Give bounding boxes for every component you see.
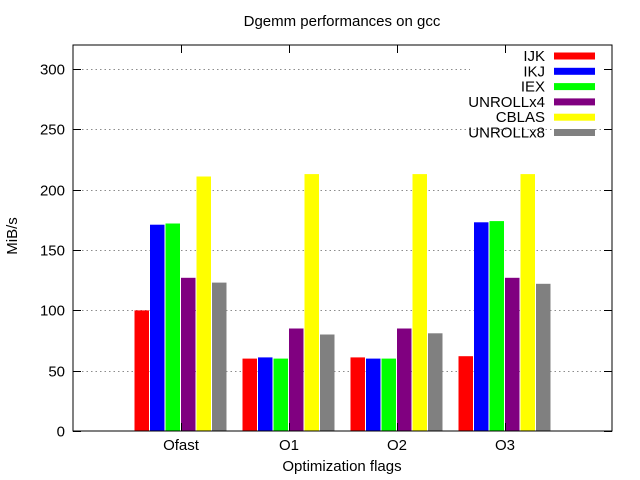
bar-unrollx8-o1: [320, 334, 335, 431]
y-tick-label-250: 250: [40, 122, 65, 139]
y-tick-label-0: 0: [57, 424, 65, 441]
bar-cblas-o1: [304, 174, 319, 431]
legend-label-cblas: CBLAS: [496, 109, 545, 126]
bar-cblas-o2: [412, 174, 427, 431]
x-tick-label-o2: O2: [387, 437, 407, 454]
x-tick-label-o3: O3: [495, 437, 515, 454]
legend-label-ikj: IKJ: [523, 63, 545, 80]
bar-cblas-o3: [520, 174, 535, 431]
bar-unrollx8-ofast: [212, 282, 227, 431]
bar-ikj-ofast: [150, 224, 165, 431]
bar-ikj-o3: [474, 222, 489, 431]
bar-ikj-o1: [258, 357, 273, 431]
bar-ijk-o2: [350, 357, 365, 431]
legend-swatch-unrollx8: [554, 129, 595, 136]
bar-iex-o3: [489, 221, 504, 431]
x-axis-label: Optimization flags: [282, 458, 401, 475]
bar-cblas-ofast: [196, 176, 211, 431]
bar-unrollx4-o2: [397, 328, 412, 431]
y-tick-label-150: 150: [40, 243, 65, 260]
bar-ikj-o2: [366, 358, 381, 431]
legend-swatch-cblas: [554, 113, 595, 121]
bar-ijk-ofast: [134, 310, 149, 431]
bar-iex-o2: [381, 358, 396, 431]
legend-label-unrollx8: UNROLLx8: [468, 125, 545, 142]
bar-ijk-o3: [458, 356, 473, 431]
legend-swatch-iex: [554, 83, 595, 91]
bar-ijk-o1: [242, 358, 257, 431]
y-tick-label-300: 300: [40, 62, 65, 79]
legend-label-iex: IEX: [521, 79, 545, 96]
bar-iex-o1: [273, 358, 288, 431]
bar-unrollx8-o3: [536, 283, 551, 431]
bar-unrollx4-ofast: [181, 277, 196, 431]
chart-title: Dgemm performances on gcc: [244, 13, 441, 30]
y-tick-label-200: 200: [40, 183, 65, 200]
grid-lines: [73, 69, 612, 372]
bar-unrollx4-o3: [505, 277, 520, 431]
x-tick-label-o1: O1: [279, 437, 299, 454]
bar-unrollx4-o1: [289, 328, 304, 431]
bars: [134, 174, 551, 431]
legend-swatch-ikj: [554, 67, 595, 75]
axis-ticks: 0 50 100 150 200 250 300 Ofast O1 O2 O3: [40, 45, 612, 454]
y-tick-label-50: 50: [48, 364, 65, 381]
legend-swatch-ijk: [554, 52, 595, 60]
x-tick-label-ofast: Ofast: [163, 437, 200, 454]
bar-unrollx8-o2: [428, 333, 443, 431]
plot-frame: [72, 44, 613, 432]
legend-label-unrollx4: UNROLLx4: [468, 94, 545, 111]
legend-label-ijk: IJK: [523, 48, 545, 65]
bar-iex-ofast: [165, 223, 180, 431]
y-tick-label-100: 100: [40, 303, 65, 320]
legend-swatch-unrollx4: [554, 98, 595, 106]
y-axis-label: MiB/s: [4, 217, 21, 255]
